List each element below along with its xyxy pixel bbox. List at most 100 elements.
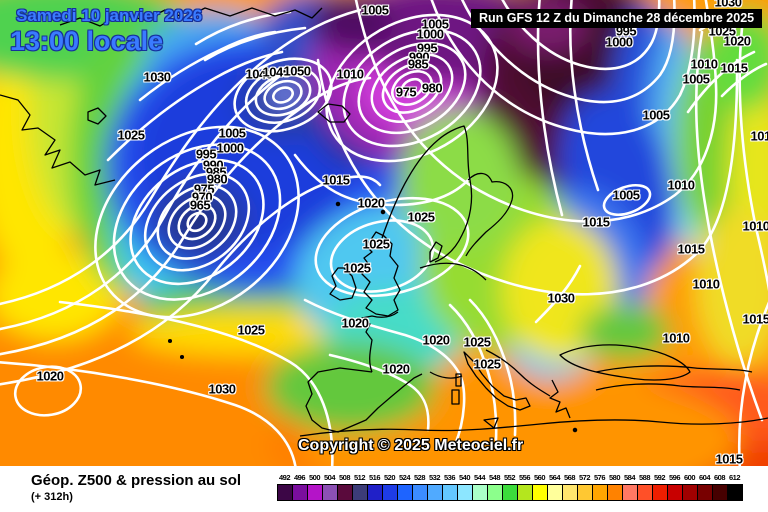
pressure-label: 1015 [742,311,768,327]
pressure-label: 1015 [582,214,610,230]
pressure-label: 1005 [612,187,640,203]
valid-time: Samedi 10 janvier 2026 13:00 locale [10,6,203,57]
legend-cell [337,483,352,501]
pressure-label: 995 [195,146,217,162]
legend-cell [322,483,337,501]
pressure-label: 1015 [677,241,705,257]
pressure-label: 1025 [237,322,265,338]
legend-value: 564 [548,473,561,482]
legend-cell [502,483,517,501]
z500-color-field [0,0,768,466]
legend-cell [637,483,652,501]
legend-cell [427,483,442,501]
legend-cell [457,483,472,501]
pressure-label: 1025 [117,127,145,143]
pressure-label: 1025 [463,334,491,350]
legend-value: 596 [668,473,681,482]
legend-cell [562,483,577,501]
pressure-label: 1010 [662,330,690,346]
pressure-label: 975 [193,181,215,197]
legend-cell [382,483,397,501]
pressure-label: 1005 [682,71,710,87]
legend-value: 544 [473,473,486,482]
legend-cell [442,483,457,501]
pressure-label: 1020 [36,368,64,384]
legend-value: 548 [488,473,501,482]
footer-bar: Géop. Z500 & pression au sol (+ 312h) 49… [0,466,768,512]
legend-cell [277,483,292,501]
pressure-label: 1010 [690,56,718,72]
legend-value: 528 [413,473,426,482]
pressure-label: 1010 [336,66,364,82]
run-info-badge: Run GFS 12 Z du Dimanche 28 décembre 202… [471,9,763,28]
chart-title: Géop. Z500 & pression au sol [31,472,242,489]
pressure-label: 1020 [357,195,385,211]
legend-value: 608 [713,473,726,482]
legend-value: 540 [458,473,471,482]
pressure-label: 980 [206,171,228,187]
pressure-label: 995 [416,40,438,56]
legend-value: 568 [563,473,576,482]
pressure-label: 1025 [343,260,371,276]
legend-cell [652,483,667,501]
legend-cell [622,483,637,501]
pressure-label: 965 [189,197,211,213]
legend-cell [487,483,502,501]
pressure-label: 1020 [341,315,369,331]
legend-value: 604 [698,473,711,482]
legend-value: 560 [533,473,546,482]
pressure-label: 1030 [208,381,236,397]
pressure-label: 1000 [416,26,444,42]
legend-cell [577,483,592,501]
legend-cell [307,483,322,501]
legend-value: 584 [623,473,636,482]
legend-value: 532 [428,473,441,482]
legend-value: 572 [578,473,591,482]
valid-date-text: Samedi 10 janvier 2026 [16,6,203,25]
legend-colorbar [277,483,743,501]
legend-cell [697,483,712,501]
legend-value: 496 [293,473,306,482]
legend-value: 580 [608,473,621,482]
pressure-label: 1015 [322,172,350,188]
pressure-label: 1005 [421,16,449,32]
pressure-label: 1010 [742,218,768,234]
pressure-label: 1010 [667,177,695,193]
legend-value: 600 [683,473,696,482]
legend-value: 536 [443,473,456,482]
pressure-label: 1025 [407,209,435,225]
legend-cell [352,483,367,501]
pressure-label: 1030 [714,0,742,10]
pressure-label: 1010 [692,276,720,292]
pressure-label: 1020 [422,332,450,348]
legend-value: 500 [308,473,321,482]
legend-cell [517,483,532,501]
legend-cell [532,483,547,501]
legend-cell [472,483,487,501]
pressure-label: 1015 [715,451,743,466]
pressure-label: 970 [191,189,213,205]
coastlines [0,7,768,437]
legend-values: 492 496 500 504 508 512 516 520 524 528 532 536 540 5… [277,474,743,482]
pressure-label: 1020 [382,361,410,377]
pressure-label: 1005 [218,125,246,141]
legend-cell [712,483,727,501]
copyright-text: Copyright © 2025 Meteociel.fr [298,437,524,454]
legend-cell [667,483,682,501]
legend-value: 556 [518,473,531,482]
legend-value: 520 [383,473,396,482]
legend-value: 492 [278,473,291,482]
pressure-label: 1015 [720,60,748,76]
legend-value: 504 [323,473,336,482]
legend-value: 516 [368,473,381,482]
pressure-label: 980 [421,80,443,96]
legend-cell [727,483,743,501]
legend-cell [682,483,697,501]
valid-hour-text: 13:00 locale [10,25,164,56]
legend-value: 588 [638,473,651,482]
pressure-label: 975 [395,84,417,100]
map-svg [0,0,768,466]
pressure-label: 1015 [750,128,768,144]
pressure-label: 985 [205,164,227,180]
